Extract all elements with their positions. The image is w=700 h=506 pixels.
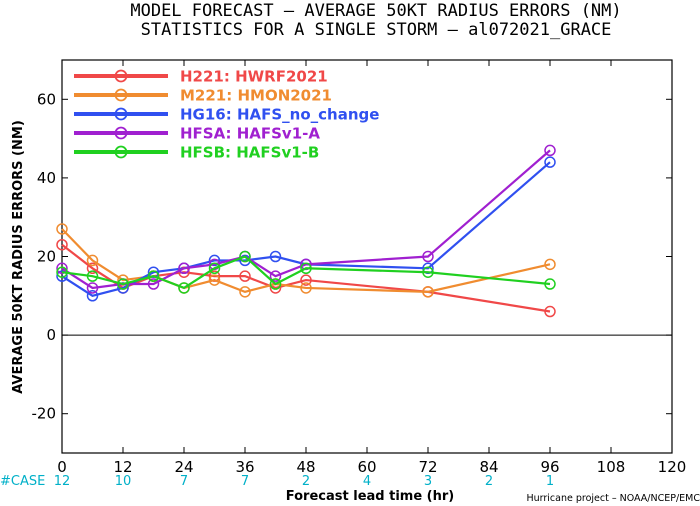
x-tick-label: 36 <box>235 458 254 476</box>
case-count: 12 <box>54 474 71 489</box>
x-tick-label: 72 <box>418 458 437 476</box>
legend-label: HG16: HAFS_no_change <box>180 106 379 124</box>
case-count: 3 <box>424 474 432 489</box>
data-point <box>86 270 99 282</box>
data-point <box>239 286 251 298</box>
legend-marker <box>114 69 128 83</box>
data-point <box>544 305 556 318</box>
legend-marker <box>114 145 128 159</box>
x-tick-label: 48 <box>296 458 315 476</box>
data-point <box>178 282 190 294</box>
data-point <box>178 262 190 275</box>
legend-label: H221: HWRF2021 <box>180 68 328 86</box>
data-point <box>147 270 160 282</box>
legend-marker <box>114 126 128 140</box>
y-tick-label: 20 <box>37 248 56 266</box>
x-tick-label: 24 <box>174 458 193 476</box>
y-tick-label: 0 <box>46 326 56 344</box>
case-count: 1 <box>546 474 554 489</box>
data-point <box>544 278 556 290</box>
data-point <box>544 258 556 271</box>
data-point <box>269 270 282 282</box>
series-line <box>61 255 551 290</box>
chart-title: MODEL FORECAST – AVERAGE 50KT RADIUS ERR… <box>130 1 621 21</box>
x-tick-label: 84 <box>479 458 498 476</box>
x-tick-label: 120 <box>658 458 687 476</box>
y-tick-label: 60 <box>37 90 56 108</box>
y-axis-label: AVERAGE 50KT RADIUS ERRORS (NM) <box>11 120 26 394</box>
data-point <box>56 223 68 235</box>
data-point <box>239 250 251 263</box>
data-point <box>269 250 282 263</box>
case-count: 4 <box>363 474 371 489</box>
case-count: 2 <box>485 474 493 489</box>
x-tick-label: 60 <box>357 458 376 476</box>
series-line <box>61 228 551 294</box>
x-tick-label: 0 <box>57 458 67 476</box>
series-line <box>61 149 551 290</box>
data-point <box>56 238 68 251</box>
legend-marker <box>114 88 128 102</box>
credit-text: Hurricane project – NOAA/NCEP/EMC <box>526 493 700 504</box>
x-tick-label: 96 <box>540 458 559 476</box>
data-point <box>56 266 68 278</box>
data-point <box>300 262 312 275</box>
data-point <box>117 278 129 290</box>
x-tick-label: 12 <box>113 458 132 476</box>
data-point <box>269 278 282 290</box>
case-count: 7 <box>241 474 249 489</box>
data-point <box>86 262 99 275</box>
data-point <box>208 262 221 275</box>
series-line <box>61 161 551 297</box>
data-point <box>300 282 312 294</box>
case-count: 7 <box>180 474 188 489</box>
legend-label: HFSA: HAFSv1-A <box>180 125 320 143</box>
data-point <box>422 286 434 298</box>
data-point <box>86 282 99 294</box>
x-axis-label: Forecast lead time (hr) <box>286 489 454 504</box>
data-point <box>239 270 251 282</box>
y-tick-label: -20 <box>32 405 57 423</box>
data-point <box>544 144 556 157</box>
data-point <box>422 266 434 278</box>
case-count: 10 <box>115 474 132 489</box>
data-point <box>544 156 556 168</box>
legend-marker <box>114 107 128 121</box>
legend-label: M221: HMON2021 <box>180 87 332 105</box>
x-tick-label: 108 <box>597 458 626 476</box>
data-point <box>208 274 221 286</box>
data-point <box>300 274 312 286</box>
data-point <box>86 254 99 267</box>
case-count: 2 <box>302 474 310 489</box>
data-point <box>86 290 99 302</box>
y-tick-label: 40 <box>37 169 56 187</box>
chart-subtitle: STATISTICS FOR A SINGLE STORM – al072021… <box>141 20 612 40</box>
legend-label: HFSB: HAFSv1-B <box>180 144 319 162</box>
case-label: #CASE <box>0 474 45 489</box>
data-point <box>56 270 68 282</box>
data-point <box>147 278 160 290</box>
data-point <box>422 250 434 263</box>
